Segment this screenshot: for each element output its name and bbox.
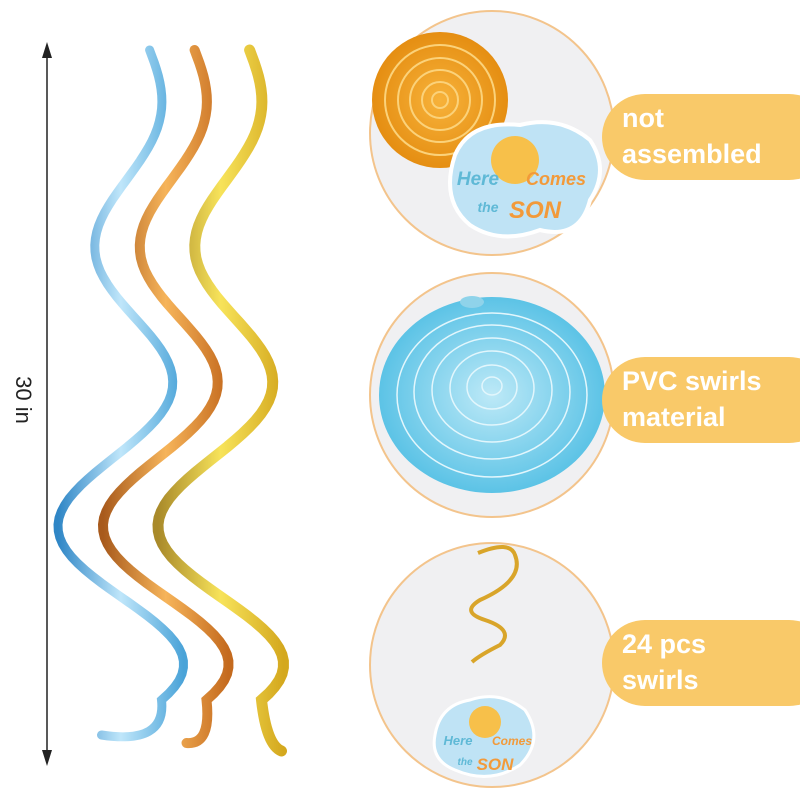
swirl-ribbon bbox=[53, 45, 188, 742]
feature-text: assembled bbox=[622, 139, 762, 169]
feature-pill bbox=[602, 357, 800, 443]
card-text: Here bbox=[444, 733, 473, 748]
swirl-ribbon bbox=[152, 44, 289, 757]
card-text: SON bbox=[509, 197, 562, 224]
card-text: the bbox=[478, 199, 499, 215]
card-text: Comes bbox=[526, 169, 586, 189]
card-text: SON bbox=[477, 755, 515, 774]
swirl-ribbon bbox=[97, 45, 234, 748]
card-text: Comes bbox=[492, 734, 532, 748]
detail-circle: Here Comes the SON bbox=[369, 10, 615, 256]
dimension-label: 30 in bbox=[11, 376, 36, 424]
feature-text: PVC swirls bbox=[622, 366, 762, 396]
feature-text: swirls bbox=[622, 665, 699, 695]
feature-pill bbox=[602, 620, 800, 706]
detail-circle: Here Comes the SON bbox=[369, 542, 615, 788]
feature-text: not bbox=[622, 103, 664, 133]
card-text: Here bbox=[457, 169, 500, 190]
swirl-ribbons bbox=[53, 44, 289, 757]
card-text: the bbox=[458, 757, 473, 768]
dimension-arrow bbox=[42, 42, 52, 766]
feature-text: material bbox=[622, 402, 726, 432]
detail-circle bbox=[369, 272, 615, 518]
feature-text: 24 pcs bbox=[622, 629, 706, 659]
feature-pill bbox=[602, 94, 800, 180]
